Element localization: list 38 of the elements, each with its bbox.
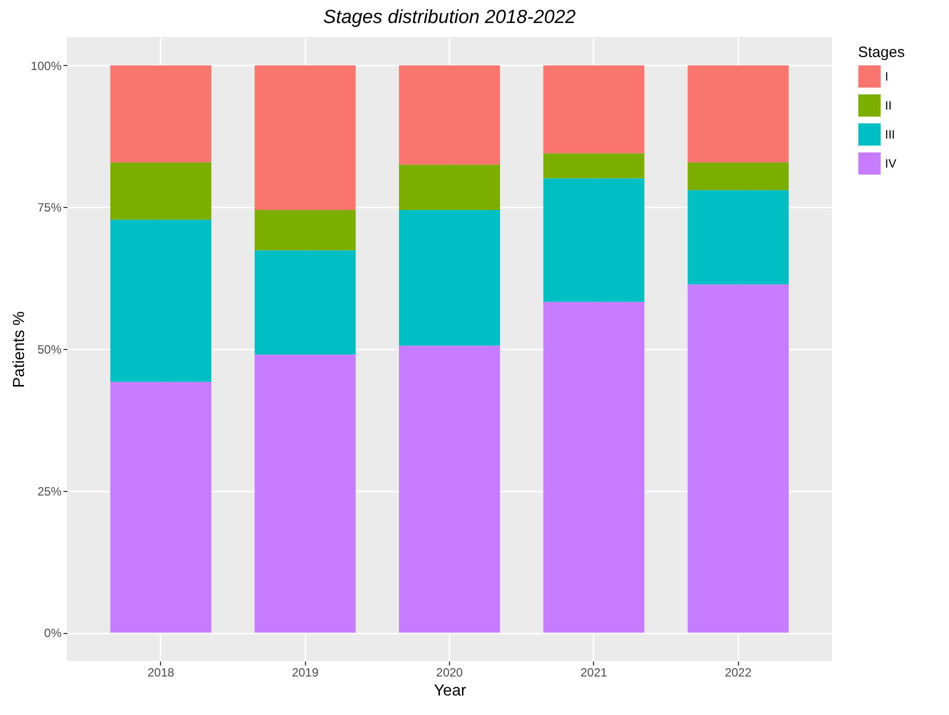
x-tick-label: 2022 <box>724 666 752 680</box>
bar <box>688 65 789 162</box>
bar <box>254 354 356 633</box>
bar <box>110 162 212 220</box>
bar <box>398 346 500 633</box>
legend-label: I <box>885 70 888 84</box>
x-tick-label: 2018 <box>147 666 174 680</box>
y-tick-label: 0% <box>44 626 62 640</box>
y-tick-label: 100% <box>30 58 62 73</box>
y-tick-label: 75% <box>37 200 62 215</box>
bar <box>254 65 356 210</box>
chart-title: Stages distribution 2018-2022 <box>323 7 576 28</box>
x-tick-label: 2019 <box>292 666 319 680</box>
legend-label: IV <box>885 156 896 170</box>
bar <box>110 382 212 633</box>
x-axis-title: Year <box>434 682 467 700</box>
legend-label: III <box>885 128 896 142</box>
x-tick-label: 2021 <box>580 666 608 680</box>
legend-label: II <box>885 98 892 112</box>
bar <box>254 250 356 355</box>
bar <box>110 220 212 382</box>
x-tick-label: 2020 <box>436 666 464 680</box>
bar <box>543 302 644 633</box>
bar <box>254 210 356 250</box>
y-axis-title: Patients % <box>10 311 28 388</box>
legend-title: Stages <box>858 44 905 61</box>
bar <box>543 153 644 178</box>
bar <box>398 164 500 210</box>
bar <box>688 162 789 190</box>
bar <box>110 65 212 162</box>
bar <box>543 65 644 154</box>
y-tick-label: 25% <box>37 484 62 498</box>
bar <box>688 284 789 633</box>
bar <box>398 65 500 165</box>
bar <box>398 210 500 346</box>
bar <box>688 190 789 284</box>
bar <box>543 178 644 302</box>
y-tick-label: 50% <box>37 342 62 356</box>
